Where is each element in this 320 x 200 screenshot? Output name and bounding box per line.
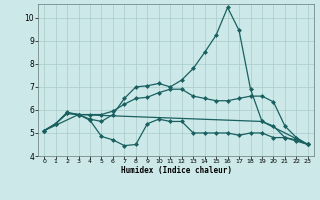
X-axis label: Humidex (Indice chaleur): Humidex (Indice chaleur)	[121, 166, 231, 175]
